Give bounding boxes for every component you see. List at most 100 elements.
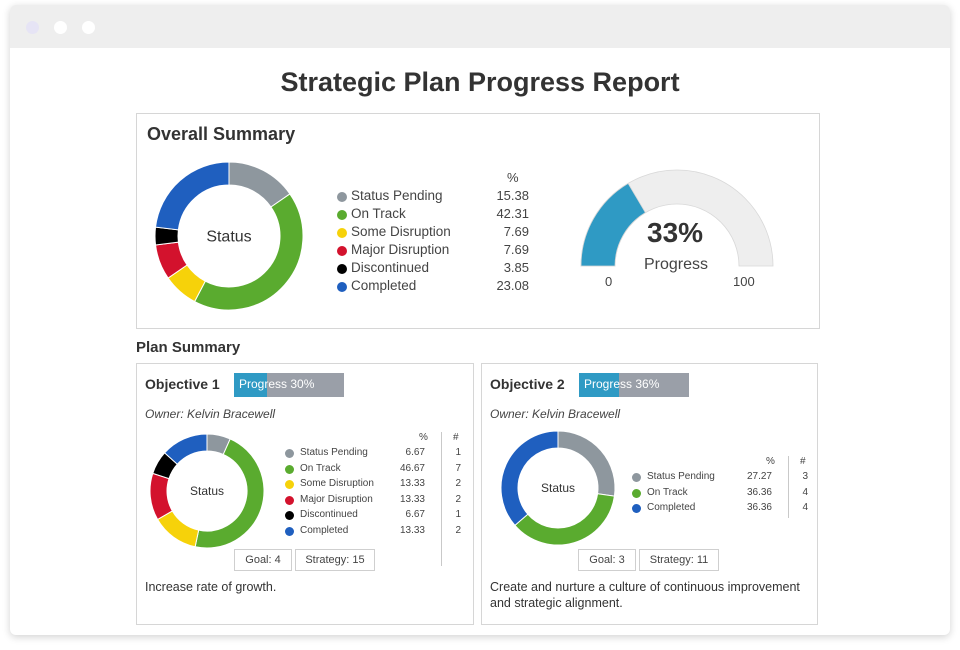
overall-legend-label: Completed — [351, 278, 417, 293]
legend-count: 3 — [802, 471, 808, 482]
objective-2-strategy-chip[interactable]: Strategy: 11 — [639, 549, 719, 571]
overall-pct-completed: 23.08 — [496, 278, 529, 293]
objective-1-title: Objective 1 — [145, 376, 220, 392]
objective-1-goal-chip[interactable]: Goal: 4 — [234, 549, 292, 571]
objective-1-legend-item-status-pending[interactable]: Status Pending 6.67 1 — [285, 447, 461, 462]
objective-1-legend-item-on-track[interactable]: On Track 46.67 7 — [285, 463, 461, 478]
objective-1-legend-item-discontinued[interactable]: Discontinued 6.67 1 — [285, 509, 461, 524]
plan-summary-heading: Plan Summary — [136, 339, 241, 356]
objective-2-legend-rows: Status Pending 27.27 3 On Track 36.36 4 Comple… — [632, 471, 808, 521]
status-pending-dot-icon — [285, 449, 294, 458]
objective-1-slice-major-disruption[interactable] — [149, 472, 174, 521]
legend-pct: 27.27 — [746, 471, 772, 482]
on-track-dot-icon — [285, 464, 294, 474]
overall-pct-on-track: 42.31 — [496, 206, 529, 221]
window-maximize-button[interactable] — [82, 21, 95, 34]
page-title: Strategic Plan Progress Report — [280, 67, 680, 97]
overall-summary-card: Overall Summary Status % Status Pending O… — [136, 113, 820, 329]
legend-pct: 13.33 — [399, 493, 425, 505]
legend-pct: 46.67 — [399, 462, 425, 474]
objective-1-owner: Owner: Kelvin Bracewell — [145, 407, 276, 421]
overall-legend-label: On Track — [351, 206, 406, 221]
completed-dot-icon — [632, 504, 641, 513]
window-close-button[interactable] — [26, 21, 39, 34]
legend-pct: 36.36 — [746, 486, 772, 498]
objective-2-goal-chip[interactable]: Goal: 3 — [578, 549, 636, 571]
objective-1-legend-item-completed[interactable]: Completed 13.33 2 — [285, 525, 461, 540]
overall-legend-label: Status Pending — [351, 188, 443, 203]
objective-2-title: Objective 2 — [490, 376, 565, 392]
overall-status-donut: Status — [154, 161, 304, 311]
legend-count: 2 — [455, 493, 461, 505]
overall-pct-column: 15.38 42.31 7.69 7.69 3.85 23.08 — [477, 188, 529, 298]
objective-2-progress-fill — [579, 373, 619, 397]
overall-center-label: Status — [206, 229, 251, 246]
objective-2-owner: Owner: Kelvin Bracewell — [490, 407, 621, 421]
objective-2-legend-item-status-pending[interactable]: Status Pending 27.27 3 — [632, 471, 808, 486]
legend-count: 2 — [455, 524, 461, 536]
status-pending-dot-icon — [337, 192, 347, 202]
overall-progress-gauge — [580, 169, 774, 267]
gauge-value: 33% — [647, 217, 704, 248]
objective-2-card: Objective 2 Progress 36% Owner: Kelvin B… — [481, 363, 818, 625]
legend-label: Discontinued — [300, 509, 358, 520]
objective-2-legend-item-on-track[interactable]: On Track 36.36 4 — [632, 487, 808, 502]
objective-2-legend: % # Status Pending 27.27 3 On Track 36.36 4 Co… — [632, 456, 812, 526]
legend-label: Completed — [300, 524, 349, 536]
objective-1-center-label: Status — [190, 484, 224, 498]
major-disruption-dot-icon — [285, 495, 294, 505]
objective-1-description: Increase rate of growth. — [145, 580, 277, 594]
objective-1-legend: % # Status Pending 6.67 1 On Track 46.67 7 Som… — [285, 432, 475, 566]
completed-dot-icon — [285, 526, 294, 536]
legend-label: Some Disruption — [300, 478, 374, 489]
objective-2-progress-bar: Progress 36% — [579, 373, 689, 397]
window-titlebar — [10, 5, 950, 48]
objective-1-column-divider — [441, 432, 442, 566]
gauge-fill — [580, 182, 646, 267]
objective-1-legend-item-major-disruption[interactable]: Major Disruption 13.33 2 — [285, 494, 461, 509]
objective-2-description: Create and nurture a culture of continuo… — [490, 580, 800, 610]
objective-1-progress-label: Progress 30% — [239, 377, 315, 391]
objective-1-strategy-chip[interactable]: Strategy: 15 — [295, 549, 375, 571]
legend-label: On Track — [300, 462, 341, 474]
overall-legend-label: Discontinued — [351, 260, 430, 275]
objective-2-column-divider — [788, 456, 789, 518]
objective-1-pct-header: % — [419, 432, 428, 443]
legend-label: Completed — [647, 502, 696, 513]
objective-1-legend-rows: Status Pending 6.67 1 On Track 46.67 7 Some Di… — [285, 447, 461, 557]
overall-legend-label: Some Disruption — [351, 224, 451, 239]
objective-2-slice-completed[interactable] — [500, 430, 559, 527]
objective-2-progress-label: Progress 36% — [584, 377, 660, 391]
legend-pct: 6.67 — [405, 509, 425, 520]
some-disruption-dot-icon — [337, 228, 347, 238]
legend-pct: 13.33 — [399, 478, 425, 489]
gauge-caption: Progress — [644, 256, 709, 273]
discontinued-dot-icon — [337, 264, 347, 274]
objective-1-progress-fill — [234, 373, 267, 397]
legend-count: 2 — [455, 478, 461, 489]
objective-2-legend-item-completed[interactable]: Completed 36.36 4 — [632, 502, 808, 517]
overall-pct-header: % — [507, 170, 519, 185]
completed-dot-icon — [337, 282, 347, 292]
overall-slice-completed[interactable] — [154, 161, 230, 231]
overall-slice-on-track[interactable] — [193, 193, 304, 311]
legend-count: 1 — [455, 509, 461, 520]
objective-1-slice-completed[interactable] — [163, 433, 208, 465]
legend-pct: 6.67 — [405, 447, 425, 458]
objective-2-slice-on-track[interactable] — [514, 493, 615, 546]
legend-label: On Track — [647, 486, 688, 498]
objective-1-count-header: # — [453, 432, 459, 443]
on-track-dot-icon — [337, 210, 347, 220]
legend-count: 1 — [455, 447, 461, 458]
objective-2-count-header: # — [800, 456, 806, 467]
window-minimize-button[interactable] — [54, 21, 67, 34]
on-track-dot-icon — [632, 488, 641, 498]
overall-pct-major-disruption: 7.69 — [503, 242, 529, 257]
legend-count: 4 — [802, 486, 808, 498]
legend-pct: 13.33 — [399, 524, 425, 536]
legend-count: 7 — [455, 462, 461, 474]
objective-1-legend-item-some-disruption[interactable]: Some Disruption 13.33 2 — [285, 478, 461, 493]
legend-pct: 36.36 — [746, 502, 772, 513]
status-pending-dot-icon — [632, 473, 641, 482]
legend-label: Status Pending — [300, 447, 368, 458]
